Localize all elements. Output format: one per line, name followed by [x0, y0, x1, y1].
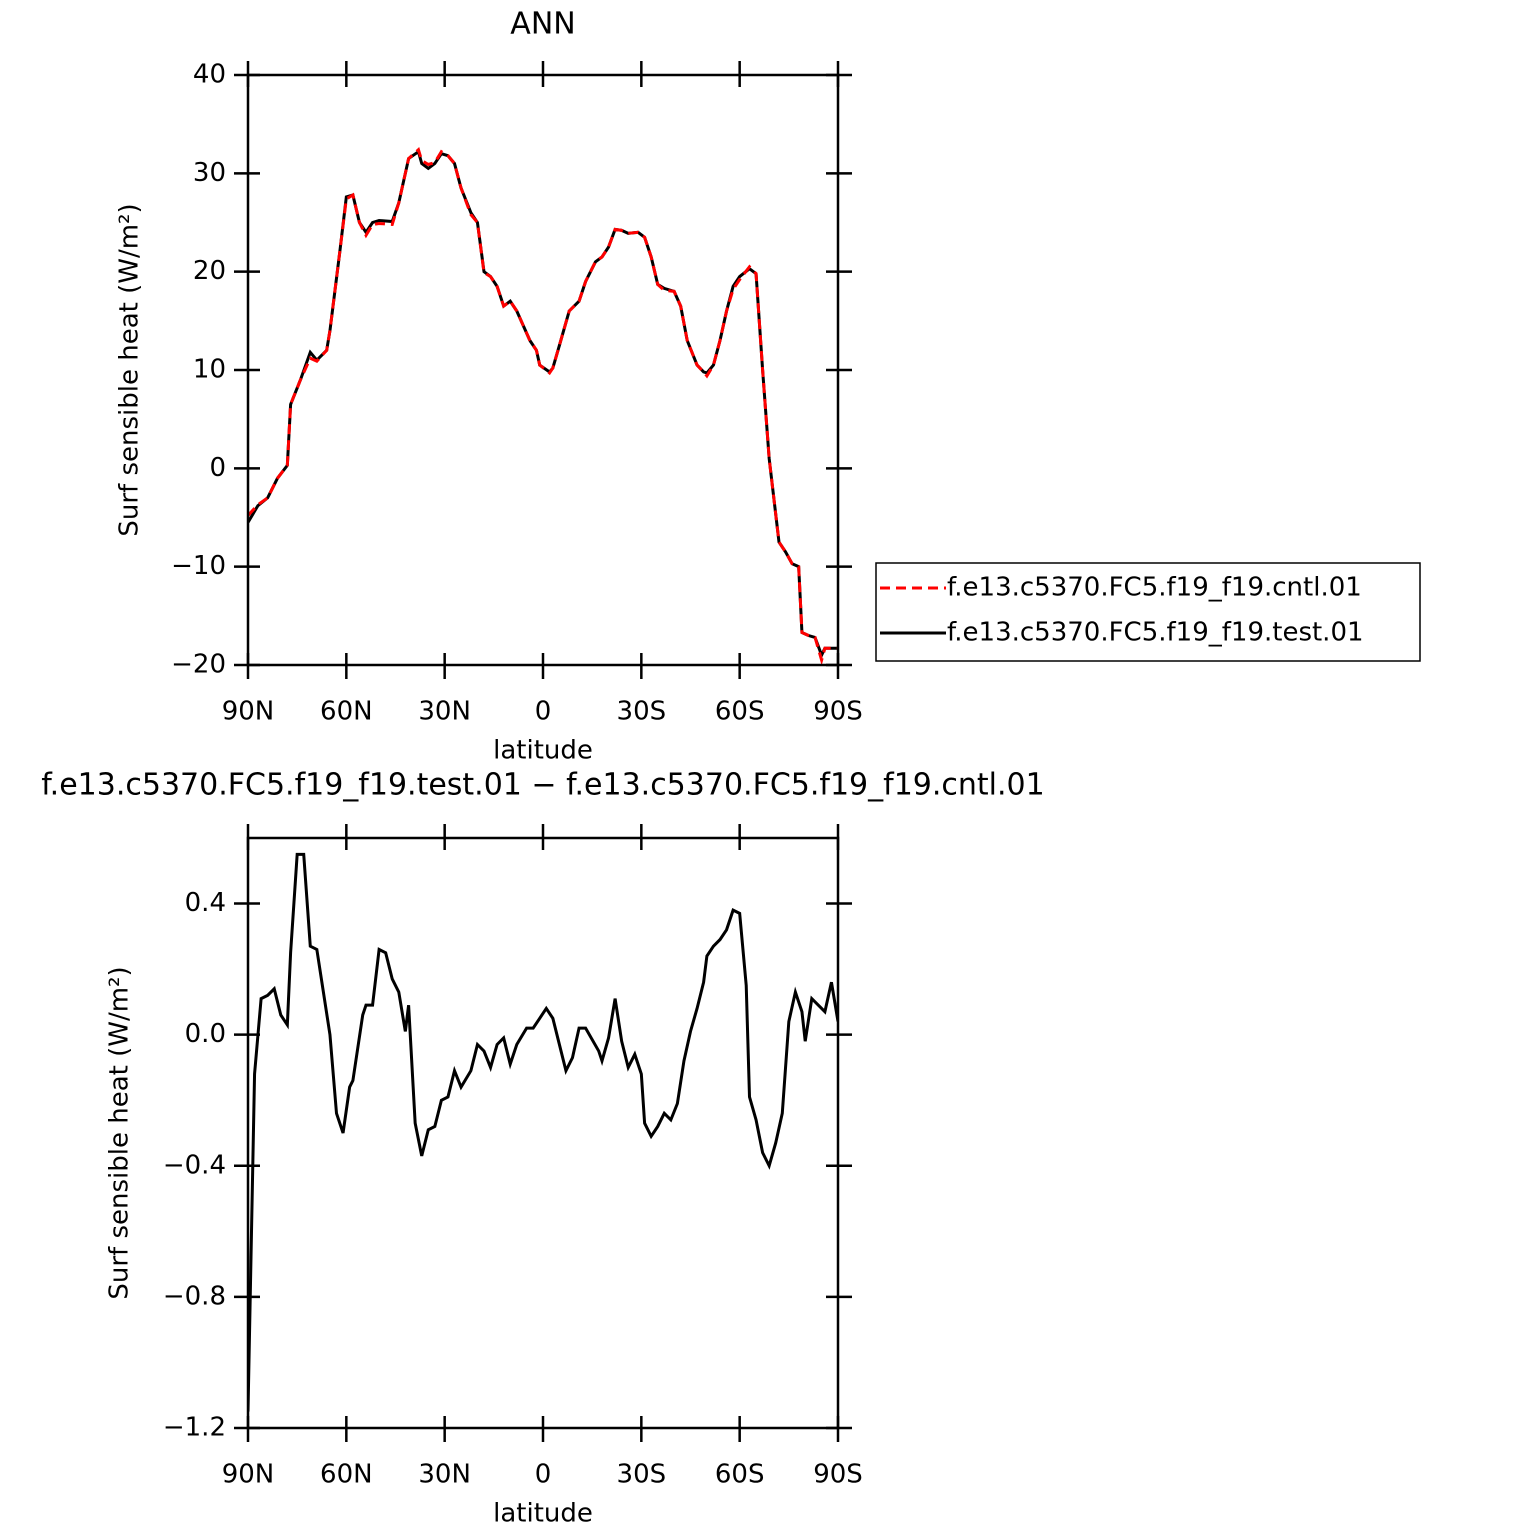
legend-label: f.e13.c5370.FC5.f19_f19.test.01: [947, 618, 1364, 648]
data-line: [248, 149, 838, 660]
y-tick-label: −0.8: [163, 1281, 226, 1311]
plot-frame: [246, 836, 840, 1430]
legend-box: [875, 562, 1421, 662]
x-axis-label: latitude: [493, 1499, 593, 1529]
data-line: [248, 852, 838, 1412]
x-tick-label: 90S: [813, 697, 863, 727]
chart-title: ANN: [510, 7, 575, 42]
x-tick-label: 30S: [617, 1460, 667, 1490]
x-tick-label: 60N: [320, 1460, 373, 1490]
data-line: [248, 147, 838, 665]
x-tick-label: 30S: [617, 697, 667, 727]
x-tick-label: 60N: [320, 697, 373, 727]
y-tick-label: −20: [171, 650, 226, 680]
x-tick-label: 90N: [222, 697, 275, 727]
y-tick-label: 0.4: [185, 888, 226, 918]
y-tick-label: −10: [171, 551, 226, 581]
y-tick-label: 20: [193, 256, 226, 286]
y-tick-label: 10: [193, 355, 226, 385]
x-tick-label: 30N: [418, 1460, 471, 1490]
legend-label: f.e13.c5370.FC5.f19_f19.cntl.01: [947, 573, 1362, 603]
y-tick-label: −0.4: [163, 1150, 226, 1180]
x-tick-label: 60S: [715, 1460, 765, 1490]
y-axis-label: Surf sensible heat (W/m²): [105, 966, 135, 1299]
x-tick-label: 30N: [418, 697, 471, 727]
x-axis-label: latitude: [493, 736, 593, 766]
chart-title: f.e13.c5370.FC5.f19_f19.test.01 − f.e13.…: [41, 768, 1044, 803]
y-tick-label: 30: [193, 158, 226, 188]
plot-frame: [246, 73, 840, 667]
y-tick-label: 0.0: [185, 1019, 226, 1049]
y-tick-label: 40: [193, 60, 226, 90]
y-tick-label: 0: [209, 453, 226, 483]
y-tick-label: −1.2: [163, 1413, 226, 1443]
x-tick-label: 60S: [715, 697, 765, 727]
x-tick-label: 90N: [222, 1460, 275, 1490]
x-tick-label: 0: [535, 1460, 552, 1490]
x-tick-label: 90S: [813, 1460, 863, 1490]
y-axis-label: Surf sensible heat (W/m²): [115, 203, 145, 536]
x-tick-label: 0: [535, 697, 552, 727]
